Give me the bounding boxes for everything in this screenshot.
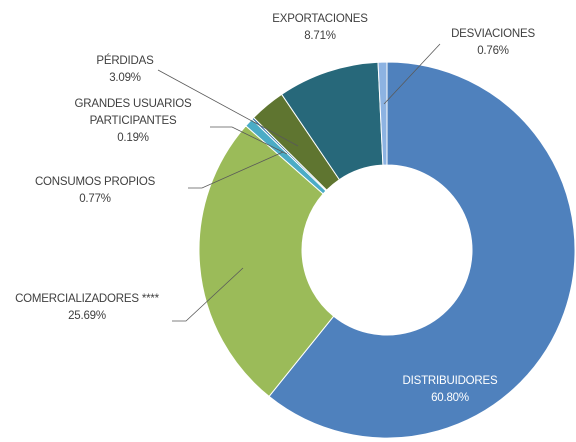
leader-line [383, 43, 441, 105]
category-label: GRANDES USUARIOS PARTICIPANTES [74, 98, 192, 127]
leader-line [210, 126, 288, 155]
category-label: DESVIACIONES [451, 28, 535, 40]
leader-line [172, 267, 244, 322]
data-label: DISTRIBUIDORES 60.80% [385, 373, 515, 407]
category-label: DISTRIBUIDORES [402, 375, 498, 387]
value-label: 0.76% [477, 45, 509, 57]
data-label: CONSUMOS PROPIOS 0.77% [20, 174, 170, 208]
donut-segment [377, 61, 388, 166]
donut-segment [198, 125, 335, 398]
category-label: COMERCIALIZADORES **** [15, 293, 159, 305]
data-label: PÉRDIDAS 3.09% [75, 53, 175, 87]
value-label: 60.80% [431, 392, 469, 404]
data-label: DESVIACIONES 0.76% [438, 26, 548, 60]
value-label: 0.77% [79, 193, 111, 205]
category-label: PÉRDIDAS [96, 55, 154, 67]
data-label: GRANDES USUARIOS PARTICIPANTES 0.19% [71, 96, 196, 147]
data-label: EXPORTACIONES 8.71% [255, 11, 385, 45]
leader-line [157, 69, 299, 147]
value-label: 8.71% [304, 30, 336, 42]
value-label: 0.19% [117, 132, 149, 144]
category-label: CONSUMOS PROPIOS [34, 176, 156, 188]
leader-line [188, 151, 284, 189]
category-label: EXPORTACIONES [272, 13, 368, 25]
value-label: 25.69% [68, 310, 106, 322]
value-label: 3.09% [109, 72, 141, 84]
donut-segment [268, 61, 576, 439]
data-label: COMERCIALIZADORES **** 25.69% [2, 291, 172, 325]
